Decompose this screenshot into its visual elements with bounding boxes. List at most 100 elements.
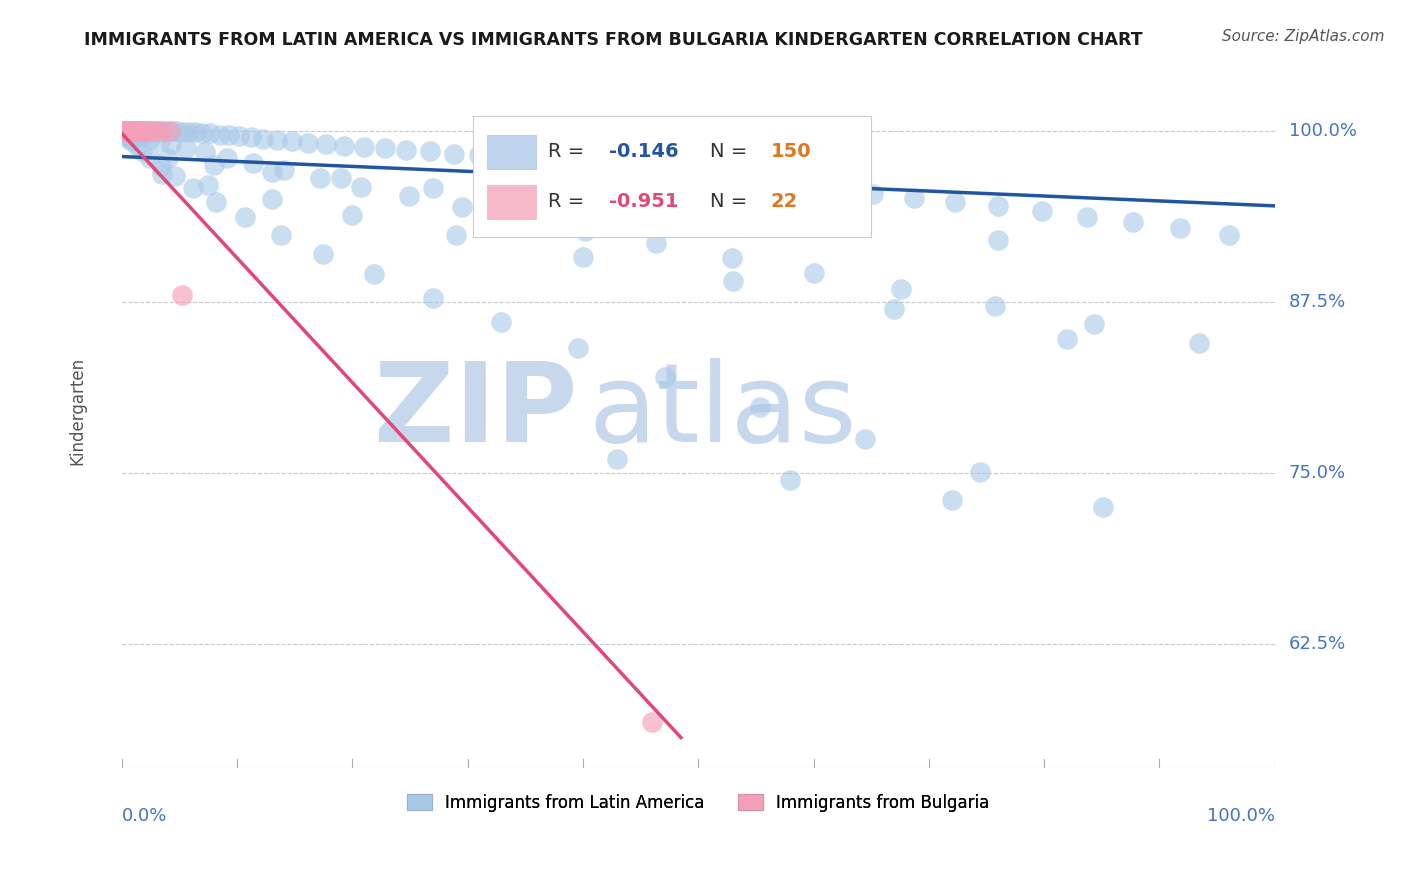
Point bbox=[252, 132, 274, 146]
Point bbox=[239, 130, 262, 145]
Point bbox=[114, 125, 136, 139]
Point bbox=[890, 283, 912, 297]
Point bbox=[200, 126, 222, 140]
Point bbox=[823, 182, 845, 196]
Point bbox=[114, 128, 136, 142]
Point bbox=[748, 174, 770, 188]
Point bbox=[131, 144, 153, 158]
Point bbox=[825, 219, 848, 234]
Point bbox=[987, 233, 1010, 247]
Point bbox=[177, 125, 200, 139]
Point bbox=[112, 123, 135, 137]
Point bbox=[194, 145, 217, 160]
Point bbox=[132, 128, 155, 143]
Point bbox=[150, 123, 173, 137]
Point bbox=[941, 493, 963, 508]
Point bbox=[644, 164, 666, 178]
Point bbox=[114, 123, 136, 137]
Point bbox=[398, 189, 420, 203]
Text: 100.0%: 100.0% bbox=[1206, 807, 1275, 825]
Point bbox=[121, 123, 143, 137]
Point bbox=[131, 123, 153, 137]
FancyBboxPatch shape bbox=[488, 185, 536, 219]
Point bbox=[749, 401, 772, 415]
Text: N =: N = bbox=[710, 192, 754, 211]
Point bbox=[139, 132, 162, 146]
Point bbox=[803, 266, 825, 280]
Point bbox=[260, 164, 283, 178]
Point bbox=[537, 192, 560, 206]
Point bbox=[156, 151, 179, 165]
Point bbox=[363, 268, 385, 282]
Point bbox=[215, 151, 238, 165]
Point bbox=[121, 135, 143, 149]
Point bbox=[159, 123, 181, 137]
Point bbox=[644, 235, 666, 250]
Point bbox=[129, 123, 152, 137]
Text: 150: 150 bbox=[770, 142, 811, 161]
Text: N =: N = bbox=[710, 142, 754, 161]
Point bbox=[115, 123, 138, 137]
Point bbox=[983, 299, 1005, 313]
Point bbox=[149, 135, 172, 149]
Point bbox=[170, 288, 193, 302]
Point bbox=[581, 159, 603, 173]
Point bbox=[150, 167, 173, 181]
Point bbox=[721, 274, 744, 288]
Point bbox=[184, 125, 207, 139]
Point bbox=[112, 126, 135, 140]
Point bbox=[489, 315, 512, 329]
Point bbox=[117, 123, 139, 137]
FancyBboxPatch shape bbox=[474, 116, 872, 237]
Point bbox=[606, 452, 628, 467]
Point bbox=[134, 123, 156, 137]
Text: atlas: atlas bbox=[589, 358, 858, 465]
Point bbox=[641, 715, 664, 730]
Point bbox=[136, 123, 159, 137]
Point bbox=[149, 159, 172, 173]
Point bbox=[117, 132, 139, 146]
Text: 100.0%: 100.0% bbox=[1289, 121, 1357, 139]
Point bbox=[117, 123, 139, 137]
Point bbox=[779, 473, 801, 487]
Point bbox=[315, 137, 337, 152]
Text: 0.0%: 0.0% bbox=[122, 807, 167, 825]
Point bbox=[309, 171, 332, 186]
Point bbox=[1076, 210, 1098, 224]
Point bbox=[118, 123, 141, 137]
Point bbox=[654, 370, 676, 384]
Point bbox=[162, 123, 184, 137]
Point bbox=[117, 123, 139, 137]
Point bbox=[142, 123, 165, 137]
Point bbox=[124, 123, 146, 137]
Point bbox=[612, 161, 634, 176]
Point bbox=[115, 123, 138, 137]
Point bbox=[202, 158, 225, 172]
Point bbox=[127, 128, 149, 142]
Point bbox=[120, 123, 142, 137]
Text: IMMIGRANTS FROM LATIN AMERICA VS IMMIGRANTS FROM BULGARIA KINDERGARTEN CORRELATI: IMMIGRANTS FROM LATIN AMERICA VS IMMIGRA… bbox=[84, 31, 1143, 49]
Point bbox=[117, 125, 139, 139]
Point bbox=[143, 123, 166, 137]
Point bbox=[124, 123, 146, 137]
Point bbox=[120, 123, 142, 137]
Point bbox=[1218, 227, 1240, 242]
Point bbox=[117, 123, 139, 137]
Point bbox=[1122, 215, 1144, 229]
Point bbox=[132, 123, 155, 137]
Point bbox=[122, 123, 145, 137]
Point bbox=[124, 123, 146, 137]
Point bbox=[987, 199, 1010, 213]
Point bbox=[883, 301, 905, 316]
Point bbox=[112, 123, 135, 137]
Point bbox=[197, 178, 219, 193]
Point bbox=[145, 123, 167, 137]
Point bbox=[333, 138, 356, 153]
Point bbox=[1091, 500, 1114, 515]
Point bbox=[862, 186, 884, 201]
Text: 75.0%: 75.0% bbox=[1289, 464, 1346, 482]
Point bbox=[125, 138, 148, 153]
Text: -0.951: -0.951 bbox=[609, 192, 679, 211]
Point bbox=[281, 135, 304, 149]
Point bbox=[218, 128, 240, 142]
